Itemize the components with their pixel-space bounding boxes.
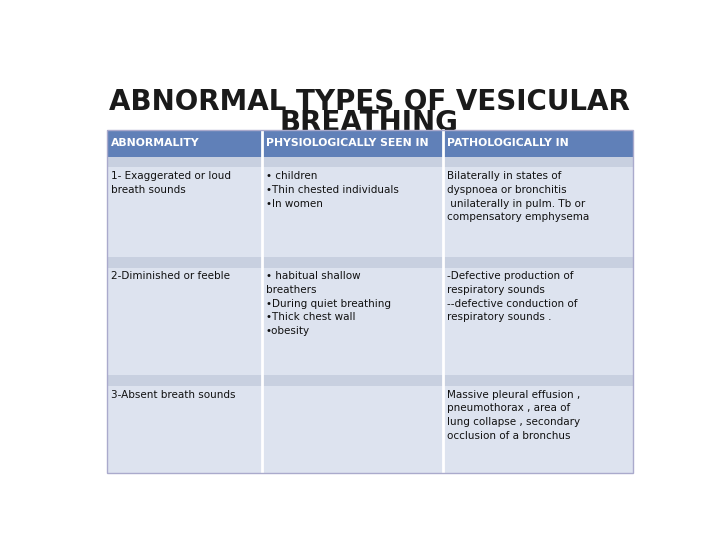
Text: Massive pleural effusion ,
pneumothorax , area of
lung collapse , secondary
occl: Massive pleural effusion , pneumothorax … [447,390,580,441]
Text: PATHOLOGICALLY IN: PATHOLOGICALLY IN [447,138,569,149]
Text: ABNORMAL TYPES OF VESICULAR: ABNORMAL TYPES OF VESICULAR [109,88,629,116]
Bar [107,157,632,167]
Bar [107,130,632,157]
Bar [107,268,632,375]
Text: 1- Exaggerated or loud
breath sounds: 1- Exaggerated or loud breath sounds [111,171,231,195]
Text: • habitual shallow
breathers
•During quiet breathing
•Thick chest wall
•obesity: • habitual shallow breathers •During qui… [266,272,391,336]
Text: • children
•Thin chested individuals
•In women: • children •Thin chested individuals •In… [266,171,399,208]
Text: PHYSIOLOGICALLY SEEN IN: PHYSIOLOGICALLY SEEN IN [266,138,428,149]
Text: 2-Diminished or feeble: 2-Diminished or feeble [111,272,230,281]
Text: ABNORMALITY: ABNORMALITY [111,138,199,149]
Text: BREATHING: BREATHING [279,110,459,138]
Bar [107,386,632,473]
Text: -Defective production of
respiratory sounds
--defective conduction of
respirator: -Defective production of respiratory sou… [447,272,577,322]
Bar [107,375,632,386]
Bar [107,257,632,268]
Text: 3-Absent breath sounds: 3-Absent breath sounds [111,390,235,400]
Text: Bilaterally in states of
dyspnoea or bronchitis
 unilaterally in pulm. Tb or
com: Bilaterally in states of dyspnoea or bro… [447,171,590,222]
Bar [107,130,632,473]
Bar [107,167,632,257]
